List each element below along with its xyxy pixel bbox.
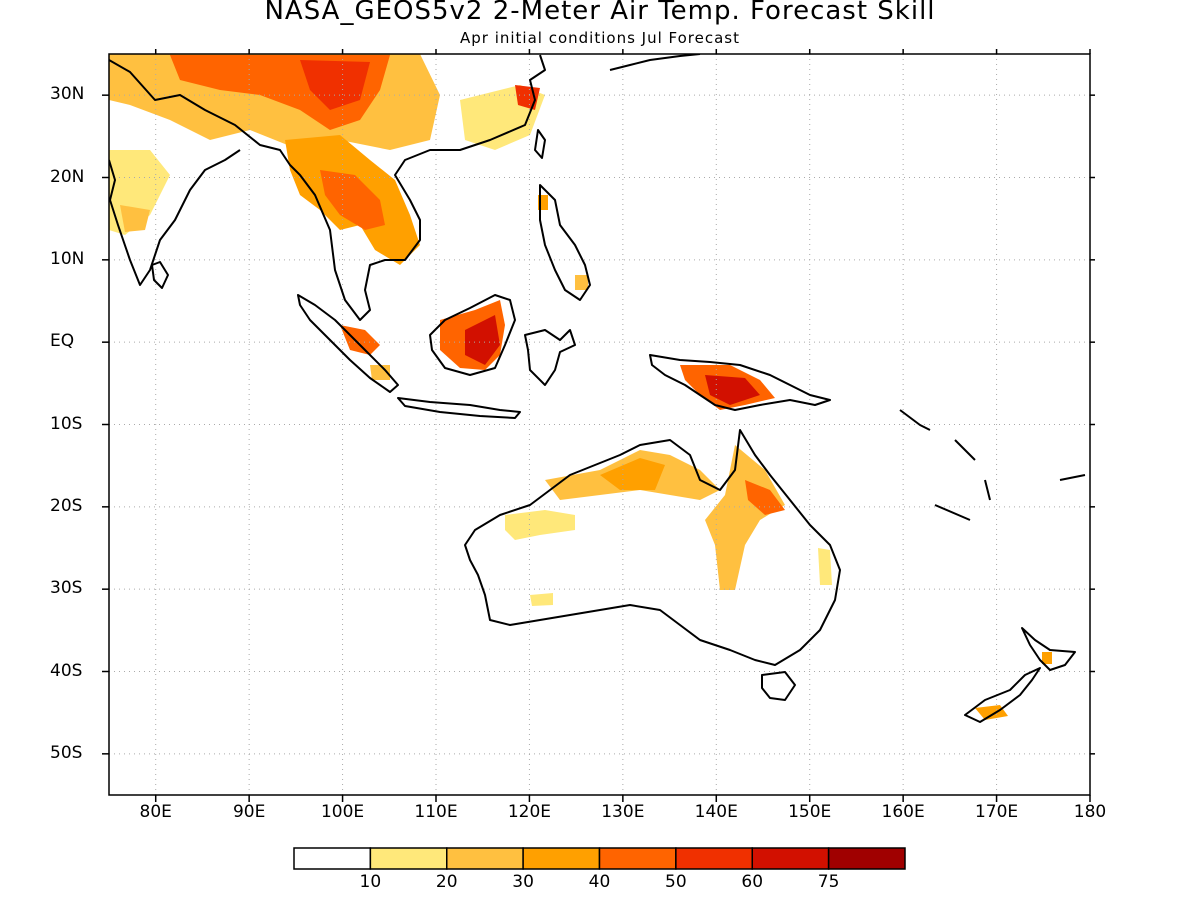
skill-region-aus-west <box>505 510 575 540</box>
colorbar-label: 50 <box>665 872 687 892</box>
coast-pacific-islands <box>899 409 1086 521</box>
coast-taiwan <box>534 129 546 159</box>
y-tick-label: 40S <box>50 660 83 681</box>
coast-sumatra <box>297 294 399 393</box>
y-tick-label: 20S <box>50 495 83 516</box>
coast-nz-south <box>964 667 1041 723</box>
x-tick-label: 140E <box>694 802 738 822</box>
x-tick-label: 120E <box>507 802 552 822</box>
coastlines <box>109 54 1086 723</box>
y-tick-label: 30N <box>50 84 85 105</box>
skill-region-newguinea-core <box>705 375 760 405</box>
skill-region-aus-se <box>818 548 832 585</box>
y-tick-label: 30S <box>50 578 83 599</box>
colorbar-swatch <box>293 847 372 870</box>
coast-java <box>397 397 521 419</box>
skill-region-aus-north-core <box>600 458 665 490</box>
skill-region-aus-east-core <box>745 480 785 515</box>
colorbar-swatch <box>751 847 830 870</box>
map-title: NASA_GEOS5v2 2-Meter Air Temp. Forecast … <box>264 0 936 26</box>
coast-newguinea <box>649 354 831 411</box>
coast-borneo <box>429 294 516 376</box>
colorbar-label: 60 <box>741 872 764 892</box>
coast-nz-north <box>1021 627 1076 671</box>
y-tick-label: 50S <box>50 742 83 763</box>
map-subtitle: Apr initial conditions Jul Forecast <box>459 29 740 47</box>
colorbar-swatch <box>827 847 906 870</box>
colorbar-label: 40 <box>588 872 611 892</box>
x-tick-label: 80E <box>139 802 172 822</box>
coast-asia-mainland <box>109 54 546 321</box>
colorbar-label: 75 <box>817 872 840 892</box>
coast-india <box>109 149 241 286</box>
skill-region-mindanao <box>575 275 588 290</box>
colorbar-label: 10 <box>359 872 382 892</box>
x-tick-label: 90E <box>232 802 266 822</box>
skill-shading <box>109 54 1052 720</box>
skill-region-indochina-core <box>320 170 385 230</box>
coast-tasmania <box>761 671 796 701</box>
y-tick-label: 20N <box>50 166 85 187</box>
coast-australia <box>464 429 841 666</box>
skill-region-tibet-peak <box>300 60 370 110</box>
colorbar-label: 20 <box>435 872 458 892</box>
skill-region-nz <box>975 705 1008 720</box>
colorbar-swatch <box>522 847 601 870</box>
y-tick-label: 10S <box>50 413 83 434</box>
axis-ticks <box>102 49 1095 802</box>
coast-philippines <box>539 184 591 301</box>
y-tick-label: 10N <box>50 248 85 269</box>
x-tick-label: 110E <box>414 802 458 822</box>
coast-srilanka <box>151 261 169 289</box>
coast-japan <box>609 54 701 71</box>
skill-region-borneo-core <box>465 315 500 365</box>
x-tick-label: 150E <box>788 802 832 822</box>
x-tick-label: 170E <box>974 802 1019 822</box>
colorbar-swatch <box>369 847 448 870</box>
x-tick-label: 130E <box>601 802 645 822</box>
y-tick-label: EQ <box>50 331 75 352</box>
skill-region-aus-south <box>530 593 553 606</box>
colorbar-label: 30 <box>512 872 534 892</box>
skill-region-sumatra <box>340 325 380 355</box>
x-tick-label: 160E <box>881 802 925 822</box>
skill-region-nz-north <box>1042 652 1052 664</box>
map-gridlines <box>109 54 1090 795</box>
coast-sulawesi <box>524 329 576 386</box>
skill-region-aus-east <box>705 445 785 590</box>
x-tick-label: 100E <box>320 802 365 822</box>
colorbar-swatch <box>598 847 677 870</box>
colorbar-swatch <box>675 847 753 870</box>
skill-region-india-2 <box>120 205 150 232</box>
colorbar <box>293 847 906 870</box>
x-tick-label: 180 <box>1073 802 1107 822</box>
colorbar-swatch <box>446 847 524 870</box>
